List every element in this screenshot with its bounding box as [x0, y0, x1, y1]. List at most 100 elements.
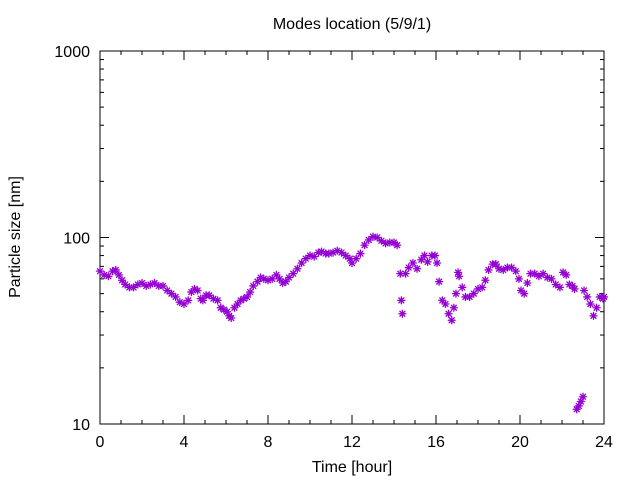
data-point-stroke	[342, 252, 349, 259]
data-point	[451, 289, 461, 298]
data-point	[586, 299, 595, 309]
data-point-stroke	[217, 304, 224, 311]
data-point-stroke	[539, 270, 547, 277]
y-tick-label: 100	[63, 231, 90, 248]
data-point-stroke	[563, 271, 570, 279]
y-axis-ticks: 10 100 1000	[54, 44, 604, 434]
data-point-stroke	[273, 271, 280, 279]
data-point-stroke	[346, 255, 354, 262]
data-point-stroke	[276, 275, 283, 283]
data-point	[523, 278, 532, 288]
x-tick-label: 8	[264, 434, 273, 451]
data-point	[412, 264, 422, 273]
data-point-stroke	[515, 275, 523, 283]
data-point-stroke	[431, 252, 439, 259]
data-point	[551, 280, 560, 289]
data-point-stroke	[409, 259, 417, 267]
data-point	[578, 392, 588, 401]
data-point	[458, 283, 467, 292]
x-tick-label: 16	[427, 434, 445, 451]
data-point-stroke	[220, 306, 228, 313]
data-point-stroke	[485, 266, 492, 274]
data-point	[150, 278, 159, 288]
data-point	[253, 277, 262, 286]
data-point	[121, 280, 130, 289]
data-point	[293, 264, 302, 273]
data-point	[171, 292, 180, 302]
data-point-stroke	[185, 297, 192, 304]
data-point	[360, 240, 369, 250]
data-point	[408, 258, 418, 268]
data-point	[547, 274, 556, 284]
data-point	[562, 270, 571, 280]
x-tick-label: 24	[595, 434, 613, 451]
data-point-stroke	[159, 282, 167, 290]
data-point	[579, 286, 589, 295]
data-point-stroke	[579, 393, 587, 400]
data-point	[272, 270, 281, 280]
data-point-stroke	[206, 292, 213, 299]
data-point-stroke	[130, 284, 137, 291]
data-point-stroke	[593, 304, 600, 311]
data-point	[289, 269, 298, 278]
data-point	[484, 265, 493, 275]
x-tick-label: 0	[96, 434, 105, 451]
data-point	[341, 251, 350, 260]
data-point-stroke	[566, 281, 573, 288]
data-point	[337, 248, 346, 257]
data-point-stroke	[138, 279, 146, 287]
x-tick-label: 4	[180, 434, 189, 451]
x-axis-label: Time [hour]	[312, 459, 392, 476]
data-point	[434, 277, 444, 286]
data-point-stroke	[378, 237, 385, 244]
y-tick-label: 1000	[54, 44, 90, 61]
data-point	[137, 278, 147, 288]
data-point	[397, 296, 406, 305]
data-point	[454, 272, 464, 281]
data-point-stroke	[448, 317, 455, 324]
data-point-stroke	[361, 241, 368, 249]
data-point-stroke	[571, 285, 578, 293]
data-point	[589, 311, 598, 321]
data-point-stroke	[228, 314, 235, 322]
data-point	[163, 286, 172, 295]
data-point-stroke	[105, 273, 112, 280]
data-point	[404, 263, 413, 272]
data-point	[184, 296, 193, 305]
data-point-stroke	[172, 293, 179, 301]
data-point	[281, 277, 291, 286]
data-point	[392, 240, 402, 250]
data-point-stroke	[214, 297, 221, 304]
data-point-stroke	[243, 293, 251, 301]
data-point-stroke	[338, 249, 345, 256]
data-point-stroke	[210, 295, 217, 302]
data-point-stroke	[112, 266, 119, 274]
data-point	[398, 309, 407, 318]
data-point-stroke	[413, 265, 421, 272]
data-point-stroke	[318, 248, 325, 255]
data-point-stroke	[587, 300, 594, 308]
data-point	[111, 265, 120, 275]
data-point	[444, 309, 453, 318]
data-point	[583, 292, 592, 302]
data-point-stroke	[176, 299, 183, 306]
data-point	[179, 299, 189, 309]
data-point-stroke	[500, 266, 507, 274]
data-point	[245, 287, 255, 297]
data-point-stroke	[479, 284, 486, 291]
chart-title: Modes location (5/9/1)	[273, 16, 431, 33]
data-point	[158, 281, 168, 291]
data-points	[95, 232, 609, 414]
data-point-stroke	[365, 236, 372, 244]
data-point-stroke	[455, 273, 463, 280]
data-point-stroke	[96, 268, 104, 275]
data-point-stroke	[353, 255, 360, 262]
data-point	[570, 284, 579, 294]
data-point-stroke	[382, 240, 389, 247]
data-point	[423, 257, 432, 267]
data-point-stroke	[191, 285, 198, 293]
data-point-stroke	[418, 256, 425, 263]
data-point-stroke	[282, 278, 290, 285]
data-point	[117, 276, 127, 285]
